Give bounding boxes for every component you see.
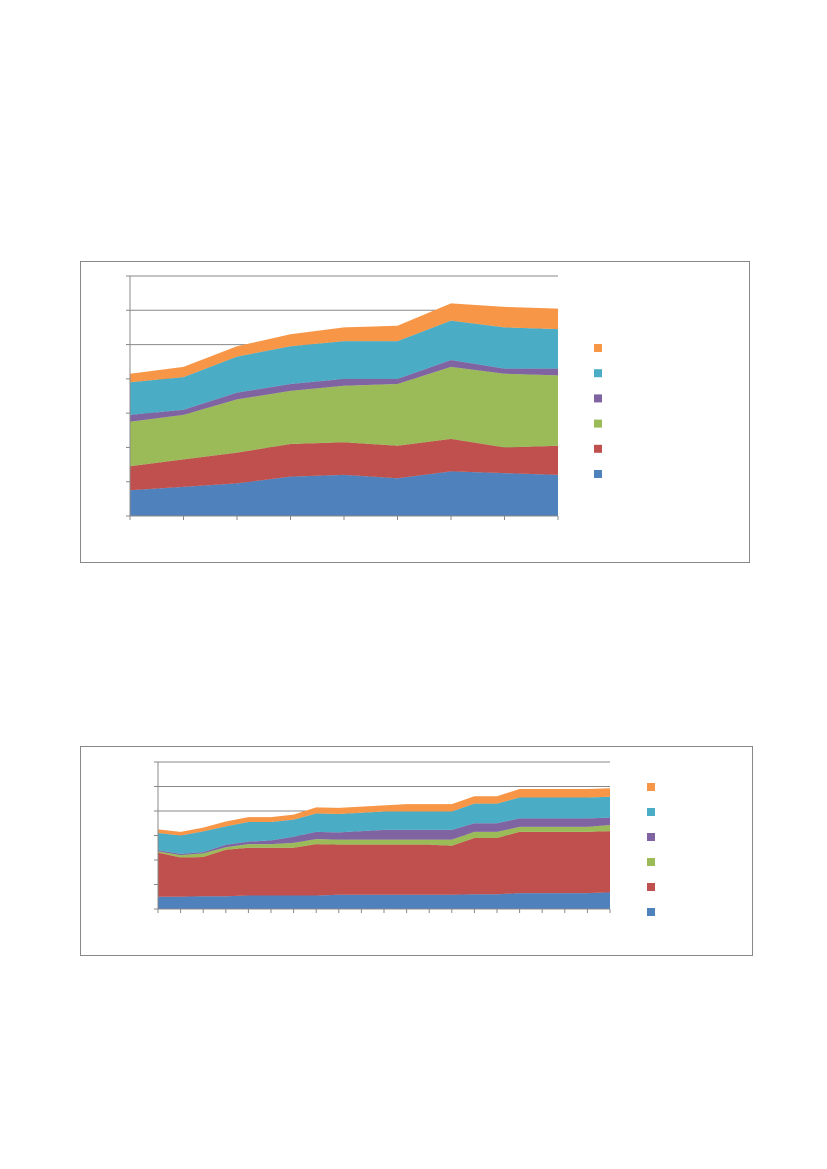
area	[158, 788, 610, 836]
legend-marker	[594, 444, 602, 453]
legend-marker	[647, 883, 655, 891]
area	[130, 366, 558, 467]
legend-marker	[594, 419, 602, 428]
legend-marker	[594, 369, 602, 378]
legend-marker	[647, 783, 655, 791]
area	[158, 892, 610, 909]
legend-marker	[647, 833, 655, 841]
legend-marker	[594, 394, 602, 403]
area	[130, 438, 558, 491]
legend-marker	[594, 344, 602, 352]
area	[130, 303, 558, 383]
area	[130, 471, 558, 516]
legend-marker	[594, 470, 602, 478]
area	[130, 320, 558, 415]
legend-marker	[647, 908, 655, 916]
area	[158, 824, 610, 858]
legend-marker	[647, 808, 655, 816]
legend-marker	[647, 858, 655, 866]
chart-frame	[80, 746, 753, 956]
chart-frame	[80, 261, 750, 563]
area	[130, 360, 558, 422]
area	[158, 831, 610, 897]
area	[158, 796, 610, 854]
area	[158, 817, 610, 856]
